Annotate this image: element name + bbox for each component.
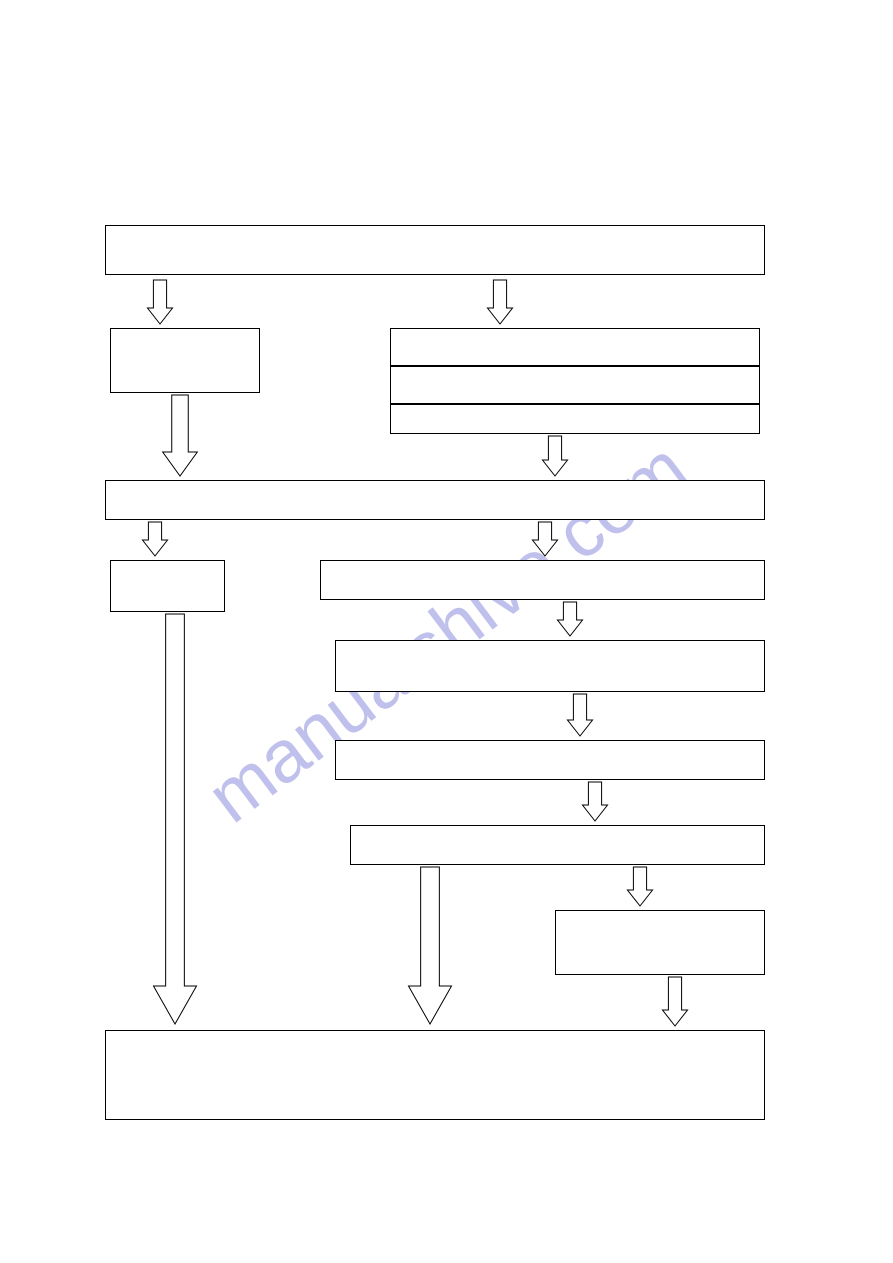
node-n6 <box>320 560 765 600</box>
flowchart-canvas: manualshive.com <box>0 0 893 1263</box>
node-n3c <box>390 404 760 434</box>
arrow-e7 <box>557 602 582 636</box>
node-n2 <box>110 328 260 393</box>
arrow-e5 <box>142 522 167 556</box>
arrow-e13 <box>408 867 451 1024</box>
node-n5 <box>110 560 225 612</box>
arrow-e2 <box>487 280 512 324</box>
node-n1 <box>105 225 765 275</box>
node-n10 <box>555 910 765 975</box>
arrow-e10 <box>627 867 652 906</box>
node-n3b <box>390 366 760 404</box>
arrow-e6 <box>532 522 557 556</box>
arrow-e3 <box>163 395 198 476</box>
node-n7 <box>335 640 765 692</box>
node-n4 <box>105 480 765 520</box>
node-n8 <box>335 740 765 780</box>
arrow-e11 <box>662 977 687 1026</box>
node-n9 <box>350 825 765 865</box>
node-n3a <box>390 328 760 366</box>
node-n11 <box>105 1030 765 1120</box>
arrow-e8 <box>567 694 592 736</box>
arrow-e12 <box>153 614 196 1024</box>
arrow-e4 <box>542 436 567 476</box>
arrow-e1 <box>147 280 172 324</box>
arrow-e9 <box>582 782 607 821</box>
